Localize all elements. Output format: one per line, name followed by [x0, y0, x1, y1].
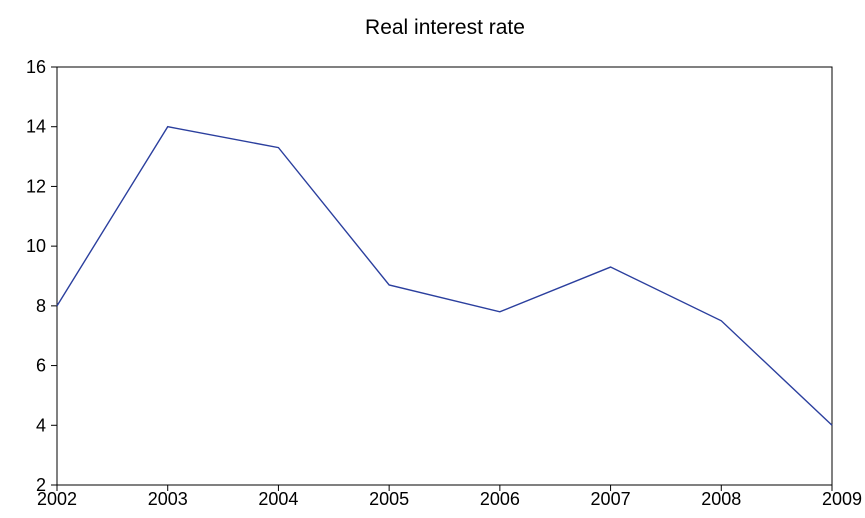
y-axis: 2 4 6 8 10 12 14 16: [26, 57, 57, 495]
plot-frame: [56, 66, 833, 486]
series-group: [56, 125, 833, 426]
y-tick-label: 16: [26, 57, 46, 77]
x-tick-label: 2002: [37, 489, 77, 509]
y-tick-label: 12: [26, 176, 46, 196]
x-tick-label: 2003: [148, 489, 188, 509]
x-tick-label: 2005: [369, 489, 409, 509]
x-tick-label: 2004: [258, 489, 298, 509]
x-tick-label: 2006: [480, 489, 520, 509]
x-tick-label: 2009: [822, 489, 862, 509]
y-tick-label: 14: [26, 117, 46, 137]
y-tick-label: 8: [36, 296, 46, 316]
y-tick-label: 4: [36, 415, 46, 435]
x-tick-label: 2007: [591, 489, 631, 509]
y-tick-label: 6: [36, 356, 46, 376]
x-axis: 2002 2003 2004 2005 2006 2007 2008 2009: [37, 485, 862, 509]
chart-title: Real interest rate: [365, 16, 525, 39]
y-tick-label: 10: [26, 236, 46, 256]
series-line: [56, 125, 833, 426]
x-tick-label: 2008: [701, 489, 741, 509]
y-tick-label: 2: [36, 475, 46, 495]
